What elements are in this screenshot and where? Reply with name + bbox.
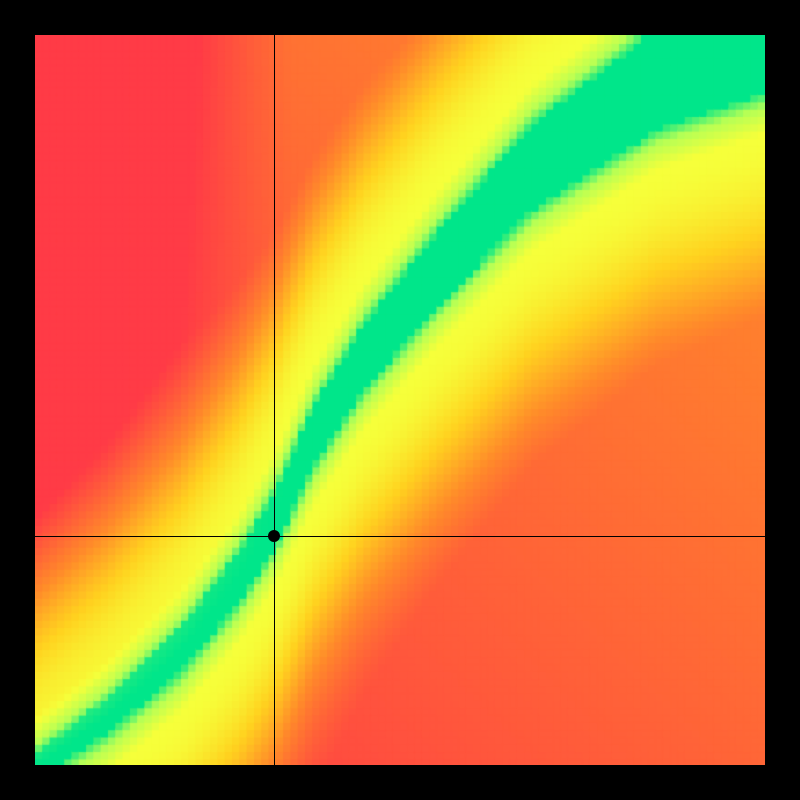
crosshair-vertical — [274, 35, 275, 765]
frame-top — [0, 0, 800, 35]
frame-left — [0, 0, 35, 800]
heatmap-canvas — [35, 35, 765, 765]
crosshair-horizontal — [35, 536, 765, 537]
frame-bottom — [0, 765, 800, 800]
frame-right — [765, 0, 800, 800]
chart-container: TheBottleneck.com — [0, 0, 800, 800]
